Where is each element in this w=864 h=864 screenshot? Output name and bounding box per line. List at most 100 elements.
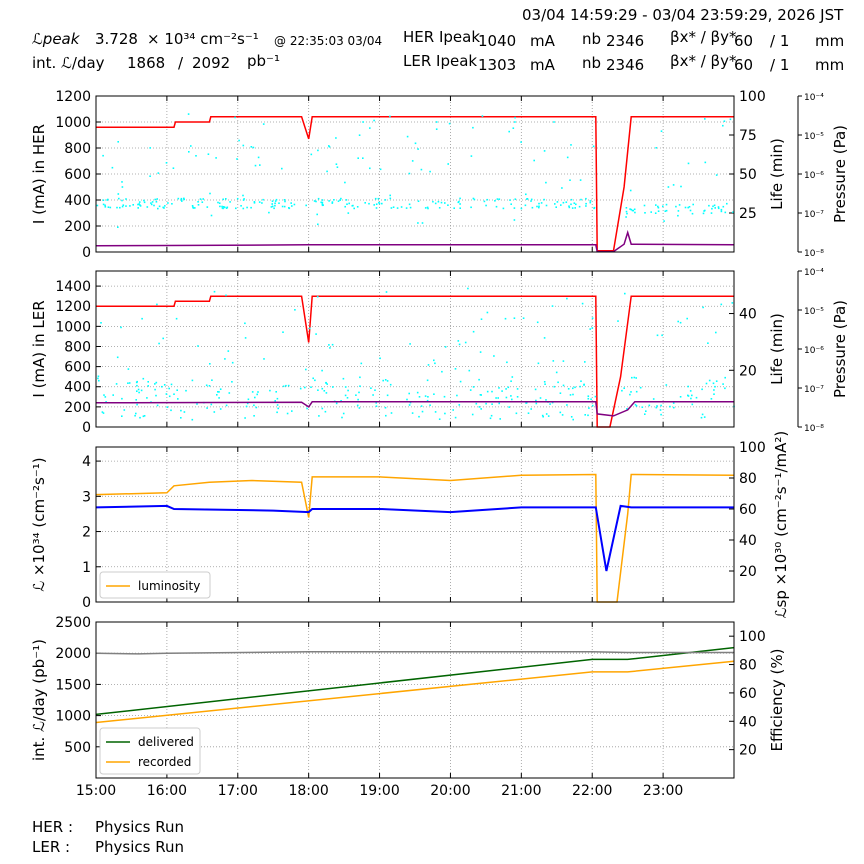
- lifetime-point: [452, 409, 454, 411]
- lifetime-point: [589, 201, 592, 204]
- y-tick-label: 1: [82, 560, 91, 576]
- lifetime-point: [700, 416, 703, 419]
- lifetime-point: [406, 135, 409, 138]
- lifetime-point: [173, 393, 175, 395]
- lifetime-point: [435, 121, 438, 123]
- lifetime-point: [579, 385, 581, 388]
- lifetime-point: [623, 387, 625, 389]
- lifetime-point: [591, 404, 594, 407]
- lifetime-point: [411, 160, 414, 162]
- lifetime-point: [541, 414, 544, 417]
- lifetime-point: [290, 202, 292, 204]
- lifetime-point: [138, 201, 141, 203]
- y-tick-label: 1000: [55, 115, 91, 131]
- lifetime-point: [591, 317, 594, 319]
- lifetime-point: [479, 351, 482, 353]
- lifetime-point: [362, 157, 364, 159]
- lifetime-point: [459, 203, 461, 205]
- lifetime-point: [359, 376, 361, 379]
- lifetime-point: [483, 200, 486, 203]
- lifetime-point: [689, 390, 692, 392]
- y2-tick-label: 20: [739, 743, 757, 759]
- lifetime-point: [617, 320, 619, 322]
- lifetime-point: [408, 404, 411, 406]
- pressure-tick-label: 10⁻⁶: [804, 346, 824, 356]
- lifetime-point: [155, 381, 158, 384]
- lifetime-point: [167, 202, 169, 204]
- lifetime-point: [426, 379, 429, 382]
- lifetime-point: [321, 203, 324, 205]
- lifetime-point: [236, 158, 238, 160]
- lifetime-point: [356, 404, 359, 407]
- lifetime-point: [360, 362, 363, 365]
- lifetime-point: [631, 209, 634, 212]
- lifetime-point: [405, 207, 408, 209]
- lifetime-point: [282, 331, 284, 333]
- lifetime-point: [129, 205, 131, 207]
- lifetime-point: [325, 381, 327, 384]
- lifetime-point: [572, 393, 574, 396]
- lifetime-point: [274, 202, 276, 205]
- lifetime-point: [328, 344, 330, 346]
- lifetime-point: [464, 341, 467, 344]
- lifetime-point: [495, 205, 498, 208]
- lifetime-point: [490, 414, 493, 417]
- lifetime-point: [409, 206, 412, 209]
- lifetime-point: [331, 202, 334, 204]
- lifetime-point: [507, 386, 510, 389]
- lifetime-point: [429, 170, 431, 173]
- lifetime-point: [312, 377, 314, 380]
- lifetime-point: [624, 292, 626, 295]
- lifetime-point: [277, 407, 279, 410]
- lifetime-point: [276, 397, 279, 400]
- lifetime-point: [128, 382, 131, 384]
- lifetime-point: [538, 206, 540, 209]
- x-tick-label: 23:00: [643, 783, 683, 799]
- lifetime-point: [480, 408, 482, 410]
- y-tick-label: 600: [64, 167, 91, 183]
- lifetime-point: [486, 390, 489, 393]
- lifetime-point: [665, 209, 668, 212]
- lifetime-point: [729, 118, 732, 121]
- lifetime-point: [262, 123, 265, 125]
- lifetime-point: [183, 411, 186, 413]
- lifetime-point: [654, 212, 657, 214]
- lifetime-point: [471, 413, 474, 416]
- lifetime-point: [571, 207, 574, 209]
- lifetime-point: [271, 203, 273, 205]
- lifetime-point: [457, 201, 460, 204]
- lifetime-point: [190, 145, 192, 147]
- lifetime-point: [408, 172, 411, 175]
- lifetime-point: [409, 401, 412, 404]
- lifetime-point: [634, 211, 636, 214]
- lifetime-point: [724, 387, 726, 390]
- lifetime-point: [655, 406, 658, 409]
- lifetime-point: [677, 320, 679, 323]
- lifetime-point: [328, 145, 330, 147]
- lifetime-point: [570, 416, 573, 418]
- y-tick-label: 1400: [55, 279, 91, 295]
- lifetime-point: [543, 337, 546, 339]
- lifetime-point: [347, 212, 350, 214]
- legend-box: [99, 571, 211, 599]
- lifetime-point: [655, 147, 657, 149]
- lifetime-point: [538, 202, 540, 205]
- lifetime-point: [427, 364, 430, 366]
- y2-axis-label: Efficiency (%): [768, 649, 786, 752]
- lifetime-point: [146, 397, 148, 399]
- lifetime-point: [408, 392, 410, 395]
- lifetime-point: [635, 405, 638, 407]
- lifetime-point: [506, 361, 508, 364]
- lifetime-point: [587, 414, 589, 417]
- lifetime-point: [156, 303, 158, 306]
- lifetime-point: [117, 226, 119, 228]
- y2-tick-label: 100: [739, 89, 766, 105]
- lifetime-point: [660, 130, 663, 132]
- lifetime-point: [216, 394, 218, 396]
- lifetime-point: [321, 201, 324, 204]
- lifetime-point: [218, 391, 220, 393]
- lifetime-point: [192, 206, 194, 209]
- lifetime-point: [514, 121, 516, 123]
- lifetime-point: [427, 396, 429, 398]
- y-tick-label: 2: [82, 525, 91, 541]
